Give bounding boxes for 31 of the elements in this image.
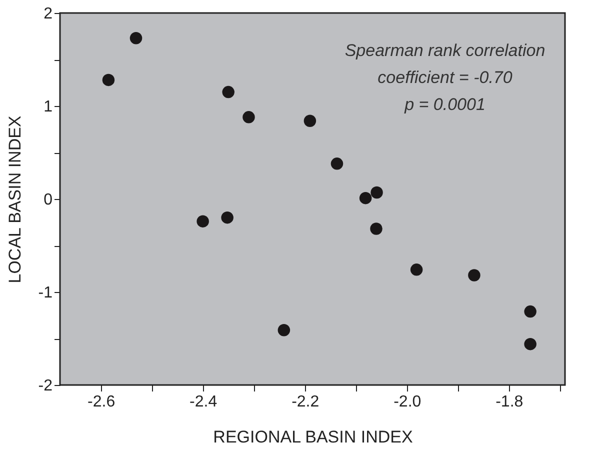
point — [102, 74, 115, 86]
point — [222, 86, 234, 98]
point — [242, 111, 255, 124]
point — [468, 269, 480, 282]
x-axis-title: REGIONAL BASIN INDEX — [213, 428, 413, 446]
y-tick-label: 1 — [44, 98, 53, 116]
x-tick-label: -1.8 — [496, 394, 524, 410]
y-tick-label: 0 — [44, 192, 53, 208]
point — [410, 264, 423, 276]
x-tick-label: -2.2 — [292, 394, 320, 410]
point — [278, 324, 290, 336]
annotation: p = 0.0001 — [404, 95, 486, 114]
annotation: Spearman rank correlation — [344, 41, 546, 60]
point — [524, 305, 536, 318]
point — [359, 192, 372, 204]
y-tick-label: -2 — [38, 378, 53, 394]
point — [221, 211, 234, 224]
y-tick-label: -1 — [38, 284, 53, 302]
annotation: coefficient = -0.70 — [378, 68, 513, 87]
x-tick-label: -2.0 — [394, 394, 422, 410]
x-tick-label: -2.4 — [190, 394, 218, 410]
point — [370, 222, 382, 235]
point — [304, 114, 316, 127]
point — [330, 158, 344, 170]
point — [524, 338, 536, 350]
point — [196, 215, 209, 228]
y-axis-title: LOCAL BASIN INDEX — [5, 116, 24, 284]
point — [370, 186, 383, 199]
y-tick-label: 2 — [44, 6, 53, 22]
point — [130, 32, 142, 44]
x-tick-label: -2.6 — [88, 394, 116, 410]
